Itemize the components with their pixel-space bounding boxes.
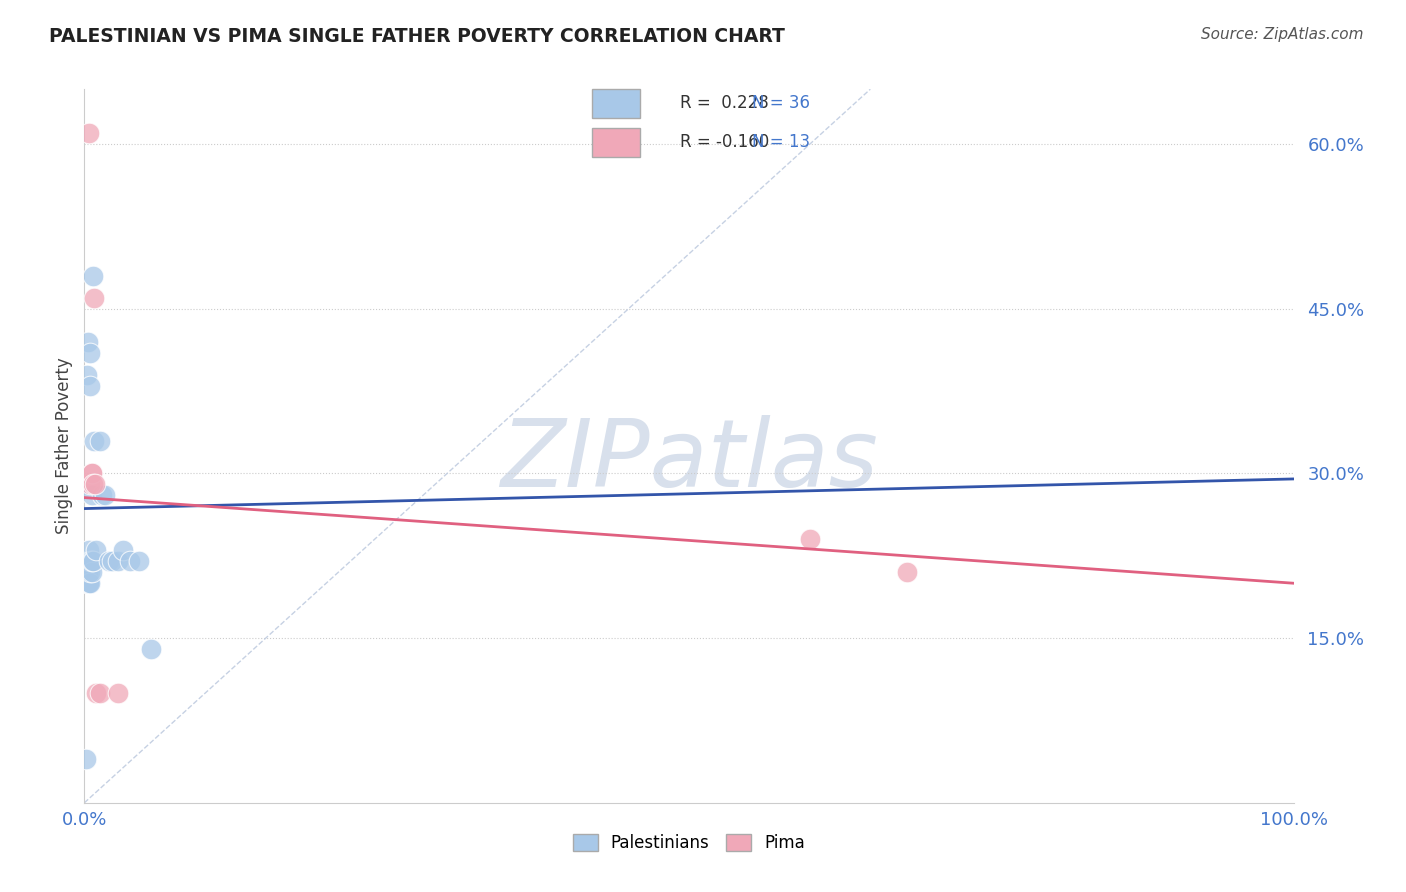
Point	[77, 554, 100, 568]
Point	[77, 543, 100, 558]
Point	[97, 554, 120, 568]
Point	[80, 566, 103, 580]
Point	[107, 554, 129, 568]
Point	[79, 554, 101, 568]
Text: R = -0.160: R = -0.160	[679, 133, 769, 151]
Point	[82, 268, 104, 283]
Point	[139, 642, 162, 657]
Y-axis label: Single Father Poverty: Single Father Poverty	[55, 358, 73, 534]
Point	[120, 554, 142, 568]
Point	[91, 488, 114, 502]
Text: N = 13: N = 13	[752, 133, 810, 151]
Point	[83, 434, 105, 448]
Point	[101, 554, 124, 568]
Legend: Palestinians, Pima: Palestinians, Pima	[565, 827, 813, 859]
Point	[89, 434, 111, 448]
Point	[79, 477, 101, 491]
Point	[77, 554, 100, 568]
Text: R =  0.228: R = 0.228	[679, 95, 769, 112]
Point	[77, 566, 100, 580]
Point	[896, 566, 918, 580]
Point	[107, 686, 129, 700]
Point	[82, 554, 104, 568]
Point	[94, 488, 117, 502]
Point	[82, 477, 104, 491]
Point	[77, 576, 100, 591]
Text: Source: ZipAtlas.com: Source: ZipAtlas.com	[1201, 27, 1364, 42]
Point	[83, 291, 105, 305]
Point	[77, 554, 100, 568]
Point	[86, 543, 108, 558]
Point	[77, 126, 100, 140]
Point	[76, 576, 98, 591]
Text: N = 36: N = 36	[752, 95, 810, 112]
Point	[80, 467, 103, 481]
Point	[77, 576, 100, 591]
Point	[128, 554, 150, 568]
Text: ZIPatlas: ZIPatlas	[501, 415, 877, 506]
Point	[112, 543, 135, 558]
Point	[80, 554, 103, 568]
Point	[77, 566, 100, 580]
Point	[79, 566, 101, 580]
Point	[89, 686, 111, 700]
Point	[79, 576, 101, 591]
Point	[80, 488, 103, 502]
Point	[79, 345, 101, 359]
Point	[86, 686, 108, 700]
Point	[77, 566, 100, 580]
Text: PALESTINIAN VS PIMA SINGLE FATHER POVERTY CORRELATION CHART: PALESTINIAN VS PIMA SINGLE FATHER POVERT…	[49, 27, 785, 45]
Point	[80, 467, 103, 481]
Point	[77, 554, 100, 568]
FancyBboxPatch shape	[592, 128, 640, 157]
Point	[84, 477, 107, 491]
Point	[75, 752, 97, 766]
Point	[77, 334, 100, 349]
Point	[76, 368, 98, 382]
Point	[799, 533, 821, 547]
Point	[79, 378, 101, 392]
FancyBboxPatch shape	[592, 89, 640, 118]
